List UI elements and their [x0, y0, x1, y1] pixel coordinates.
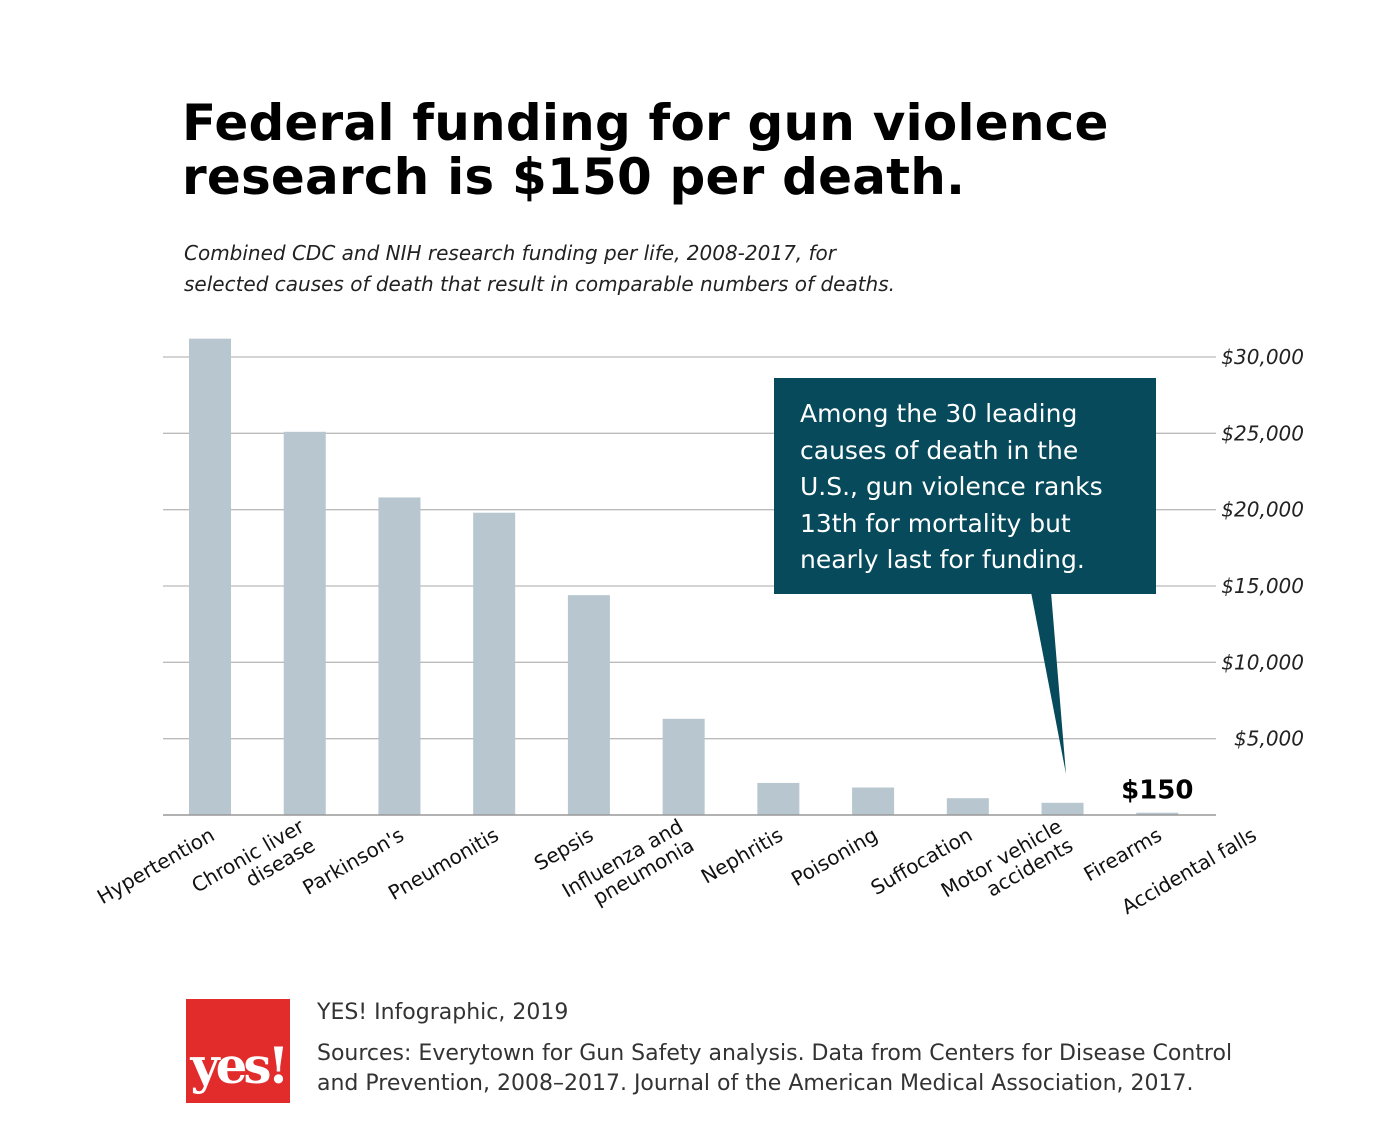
sources: Sources: Everytown for Gun Safety analys… — [317, 1039, 1277, 1099]
title-line: research is $150 per death. — [182, 150, 1182, 204]
y-tick-label: $15,000 — [1221, 574, 1304, 598]
bar — [663, 719, 705, 815]
logo-text: yes! — [186, 1036, 290, 1095]
source-line: Sources: Everytown for Gun Safety analys… — [317, 1039, 1277, 1069]
y-tick-label: $25,000 — [1221, 421, 1304, 445]
bar — [947, 798, 989, 815]
callout-line: 13th for mortality but — [800, 506, 1146, 543]
bar — [568, 595, 610, 815]
bar — [473, 513, 515, 815]
credit-line: YES! Infographic, 2019 — [317, 998, 568, 1028]
callout-line: nearly last for funding. — [800, 542, 1146, 579]
bar-chart: $5,000 $10,000 $15,000 $20,000 $25,000 $30,00… — [0, 320, 1400, 980]
y-tick-label: $5,000 — [1234, 727, 1304, 751]
bar — [284, 432, 326, 815]
chart-title: Federal funding for gun violence researc… — [182, 96, 1182, 204]
y-tick-label: $10,000 — [1221, 650, 1304, 674]
title-line: Federal funding for gun violence — [182, 96, 1182, 150]
y-tick-label: $30,000 — [1221, 345, 1304, 369]
subtitle-line: selected causes of death that result in … — [184, 269, 1084, 300]
callout-line: causes of death in the — [800, 433, 1146, 470]
bar — [378, 497, 420, 815]
chart-subtitle: Combined CDC and NIH research funding pe… — [184, 238, 1084, 300]
callout-line: Among the 30 leading — [800, 396, 1146, 433]
bar — [189, 339, 231, 815]
bar — [852, 788, 894, 815]
bar — [757, 783, 799, 815]
bar — [1042, 803, 1084, 815]
source-line: and Prevention, 2008–2017. Journal of th… — [317, 1069, 1277, 1099]
y-tick-label: $20,000 — [1221, 498, 1304, 522]
yes-logo: yes! — [186, 999, 290, 1103]
x-tick-label: Nephritis — [697, 823, 787, 889]
data-label: $150 — [1121, 776, 1193, 806]
x-tick-label-line: Nephritis — [697, 823, 787, 889]
callout-box: Among the 30 leading causes of death in … — [774, 378, 1156, 594]
subtitle-line: Combined CDC and NIH research funding pe… — [184, 238, 1084, 269]
callout-line: U.S., gun violence ranks — [800, 469, 1146, 506]
